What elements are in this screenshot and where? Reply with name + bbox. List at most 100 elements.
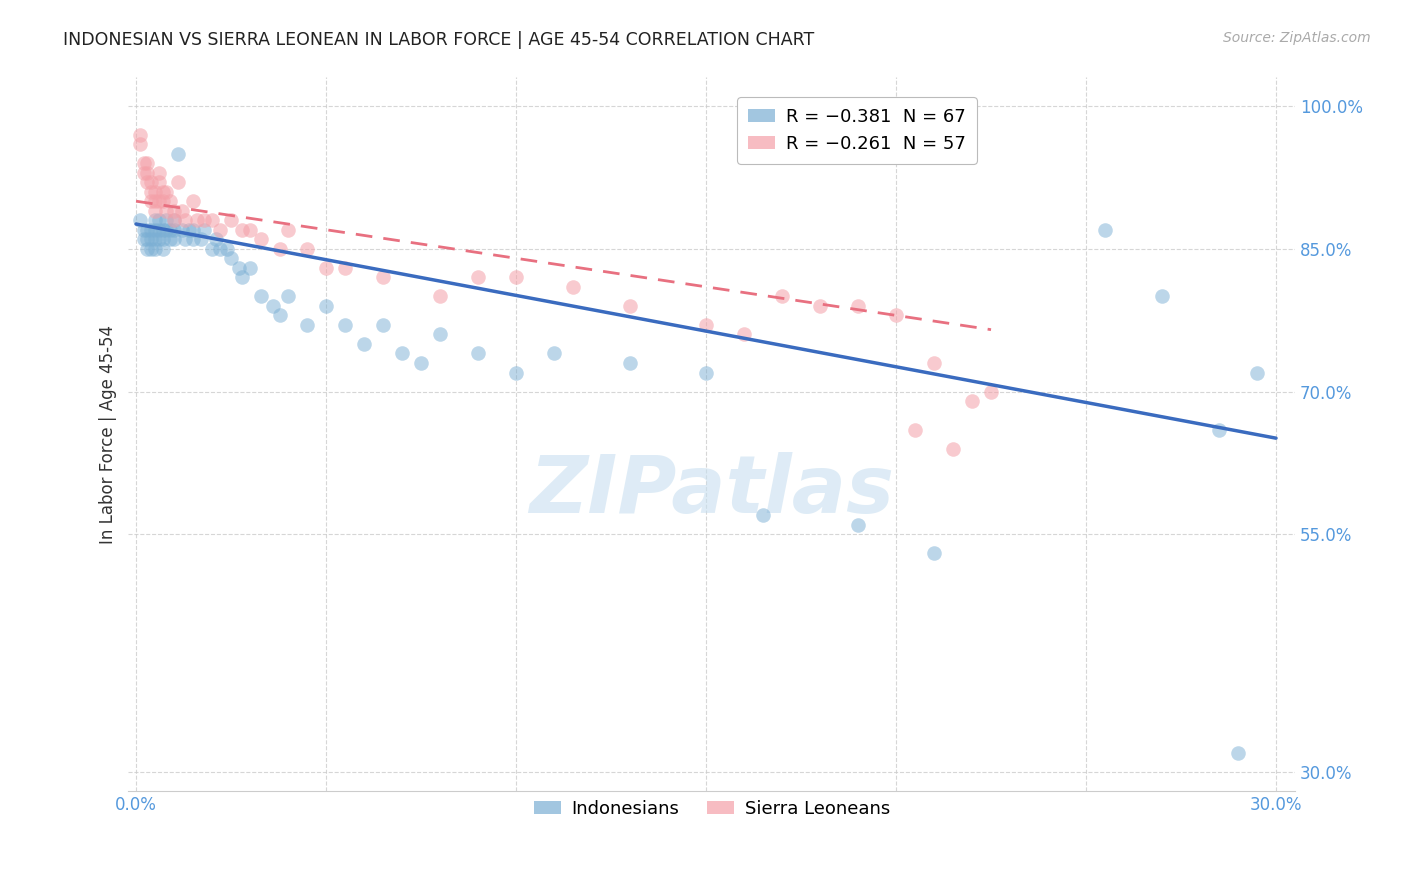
Indonesians: [391, 346, 413, 360]
Sierra Leoneans: [269, 242, 291, 256]
Legend: Indonesians, Sierra Leoneans: Indonesians, Sierra Leoneans: [526, 793, 897, 825]
Sierra Leoneans: [239, 223, 262, 237]
Sierra Leoneans: [136, 156, 159, 170]
Sierra Leoneans: [148, 194, 170, 209]
Indonesians: [132, 223, 155, 237]
Sierra Leoneans: [141, 194, 163, 209]
Indonesians: [159, 223, 181, 237]
Indonesians: [231, 270, 253, 285]
Sierra Leoneans: [467, 270, 489, 285]
Indonesians: [174, 232, 197, 246]
Indonesians: [208, 242, 231, 256]
Indonesians: [1150, 289, 1173, 303]
Indonesians: [179, 223, 201, 237]
Sierra Leoneans: [562, 280, 585, 294]
Sierra Leoneans: [208, 223, 231, 237]
Sierra Leoneans: [505, 270, 527, 285]
Sierra Leoneans: [174, 213, 197, 227]
Y-axis label: In Labor Force | Age 45-54: In Labor Force | Age 45-54: [100, 325, 117, 544]
Sierra Leoneans: [231, 223, 253, 237]
Indonesians: [143, 232, 166, 246]
Sierra Leoneans: [132, 166, 155, 180]
Sierra Leoneans: [904, 423, 927, 437]
Sierra Leoneans: [429, 289, 451, 303]
Sierra Leoneans: [128, 128, 150, 142]
Indonesians: [219, 252, 242, 266]
Sierra Leoneans: [143, 203, 166, 218]
Sierra Leoneans: [250, 232, 273, 246]
Sierra Leoneans: [315, 260, 337, 275]
Sierra Leoneans: [141, 185, 163, 199]
Sierra Leoneans: [170, 203, 193, 218]
Indonesians: [1094, 223, 1116, 237]
Indonesians: [136, 223, 159, 237]
Indonesians: [190, 232, 212, 246]
Indonesians: [170, 223, 193, 237]
Sierra Leoneans: [163, 203, 186, 218]
Sierra Leoneans: [159, 194, 181, 209]
Sierra Leoneans: [277, 223, 299, 237]
Indonesians: [371, 318, 394, 332]
Sierra Leoneans: [148, 166, 170, 180]
Sierra Leoneans: [942, 442, 965, 456]
Sierra Leoneans: [193, 213, 215, 227]
Sierra Leoneans: [152, 185, 174, 199]
Indonesians: [1246, 366, 1268, 380]
Sierra Leoneans: [922, 356, 945, 370]
Indonesians: [132, 232, 155, 246]
Indonesians: [1227, 746, 1250, 760]
Sierra Leoneans: [143, 194, 166, 209]
Indonesians: [205, 232, 228, 246]
Indonesians: [922, 546, 945, 560]
Sierra Leoneans: [201, 213, 224, 227]
Indonesians: [143, 213, 166, 227]
Indonesians: [148, 213, 170, 227]
Indonesians: [155, 223, 177, 237]
Indonesians: [409, 356, 432, 370]
Indonesians: [152, 223, 174, 237]
Sierra Leoneans: [884, 309, 907, 323]
Indonesians: [163, 223, 186, 237]
Indonesians: [152, 242, 174, 256]
Sierra Leoneans: [808, 299, 831, 313]
Indonesians: [136, 242, 159, 256]
Indonesians: [155, 213, 177, 227]
Indonesians: [333, 318, 356, 332]
Text: Source: ZipAtlas.com: Source: ZipAtlas.com: [1223, 31, 1371, 45]
Sierra Leoneans: [219, 213, 242, 227]
Indonesians: [277, 289, 299, 303]
Sierra Leoneans: [136, 166, 159, 180]
Sierra Leoneans: [733, 327, 755, 342]
Indonesians: [128, 213, 150, 227]
Indonesians: [181, 232, 204, 246]
Indonesians: [143, 223, 166, 237]
Sierra Leoneans: [695, 318, 717, 332]
Indonesians: [228, 260, 250, 275]
Indonesians: [353, 337, 375, 351]
Indonesians: [262, 299, 284, 313]
Indonesians: [846, 517, 869, 532]
Sierra Leoneans: [295, 242, 318, 256]
Indonesians: [148, 232, 170, 246]
Sierra Leoneans: [163, 213, 186, 227]
Indonesians: [505, 366, 527, 380]
Indonesians: [143, 242, 166, 256]
Sierra Leoneans: [132, 156, 155, 170]
Indonesians: [152, 232, 174, 246]
Indonesians: [148, 223, 170, 237]
Indonesians: [467, 346, 489, 360]
Indonesians: [201, 242, 224, 256]
Indonesians: [543, 346, 565, 360]
Sierra Leoneans: [980, 384, 1002, 399]
Sierra Leoneans: [136, 175, 159, 189]
Indonesians: [429, 327, 451, 342]
Sierra Leoneans: [155, 203, 177, 218]
Indonesians: [269, 309, 291, 323]
Sierra Leoneans: [152, 194, 174, 209]
Indonesians: [239, 260, 262, 275]
Sierra Leoneans: [155, 185, 177, 199]
Indonesians: [163, 232, 186, 246]
Sierra Leoneans: [148, 175, 170, 189]
Indonesians: [752, 508, 775, 523]
Indonesians: [141, 242, 163, 256]
